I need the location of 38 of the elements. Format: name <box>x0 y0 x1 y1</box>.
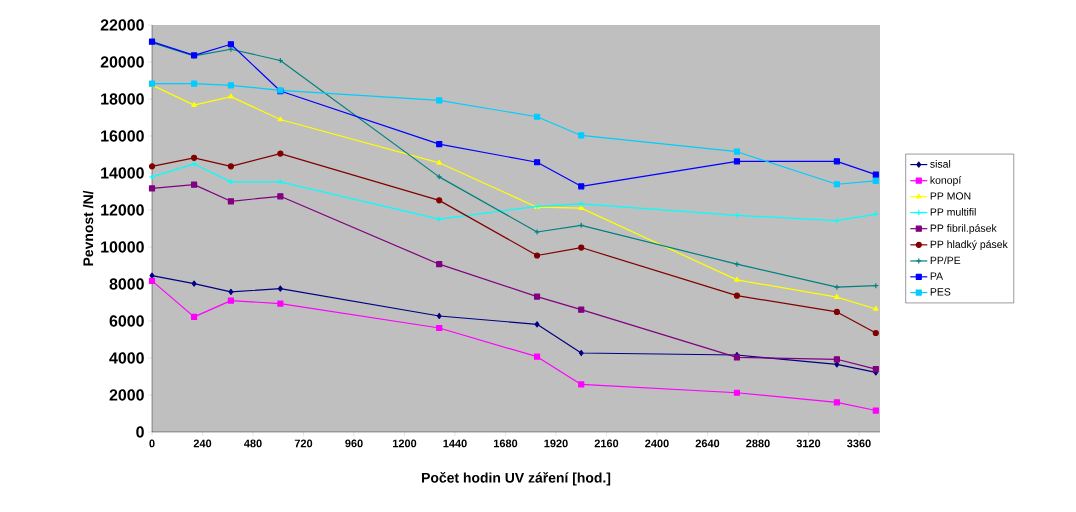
legend-label: PA <box>930 272 944 280</box>
x-tick-label: 3360 <box>847 439 871 448</box>
y-tick-label: 14000 <box>101 167 144 179</box>
y-tick-label: 22000 <box>100 19 144 31</box>
y-tick-label: 6000 <box>109 315 144 327</box>
x-tick-label: 1440 <box>443 439 467 448</box>
y-tick-label: 10000 <box>101 241 144 253</box>
x-tick-label: 2400 <box>645 439 669 448</box>
y-tick-label: 20000 <box>100 56 144 68</box>
x-tick-label: 1920 <box>544 439 568 448</box>
legend-label: PP fibril.pásek <box>930 224 997 234</box>
x-tick-label: 0 <box>149 439 155 448</box>
x-tick-label: 2880 <box>746 439 770 448</box>
x-axis-title: Počet hodin UV záření [hod.] <box>422 472 611 486</box>
legend-label: PP MON <box>930 192 971 200</box>
y-tick-label: 18000 <box>101 93 144 105</box>
x-tick-label: 3120 <box>796 439 821 448</box>
x-tick-label: 1680 <box>493 439 518 448</box>
legend-label: sisal <box>930 160 951 168</box>
x-tick-label: 2160 <box>594 439 619 448</box>
legend-label: PP hladký pásek <box>930 240 1008 251</box>
legend-label: PP multifil <box>930 208 976 216</box>
y-tick-label: 16000 <box>101 130 144 142</box>
legend-label: konopí <box>930 176 962 186</box>
y-tick-label: 0 <box>136 426 144 438</box>
legend-label: PES <box>930 288 951 296</box>
x-tick-label: 240 <box>193 439 212 448</box>
y-tick-label: 2000 <box>109 389 144 401</box>
x-tick-label: 960 <box>345 439 363 448</box>
x-tick-label: 480 <box>244 439 262 448</box>
x-tick-label: 1200 <box>392 439 417 448</box>
x-tick-label: 2640 <box>695 439 720 448</box>
y-tick-label: 12000 <box>101 204 144 216</box>
y-axis-title: Pevnost /N/ <box>82 190 94 266</box>
legend-label: PP/PE <box>930 256 961 265</box>
y-tick-label: 4000 <box>109 352 144 364</box>
y-tick-label: 8000 <box>109 278 144 290</box>
x-tick-label: 720 <box>294 439 313 448</box>
